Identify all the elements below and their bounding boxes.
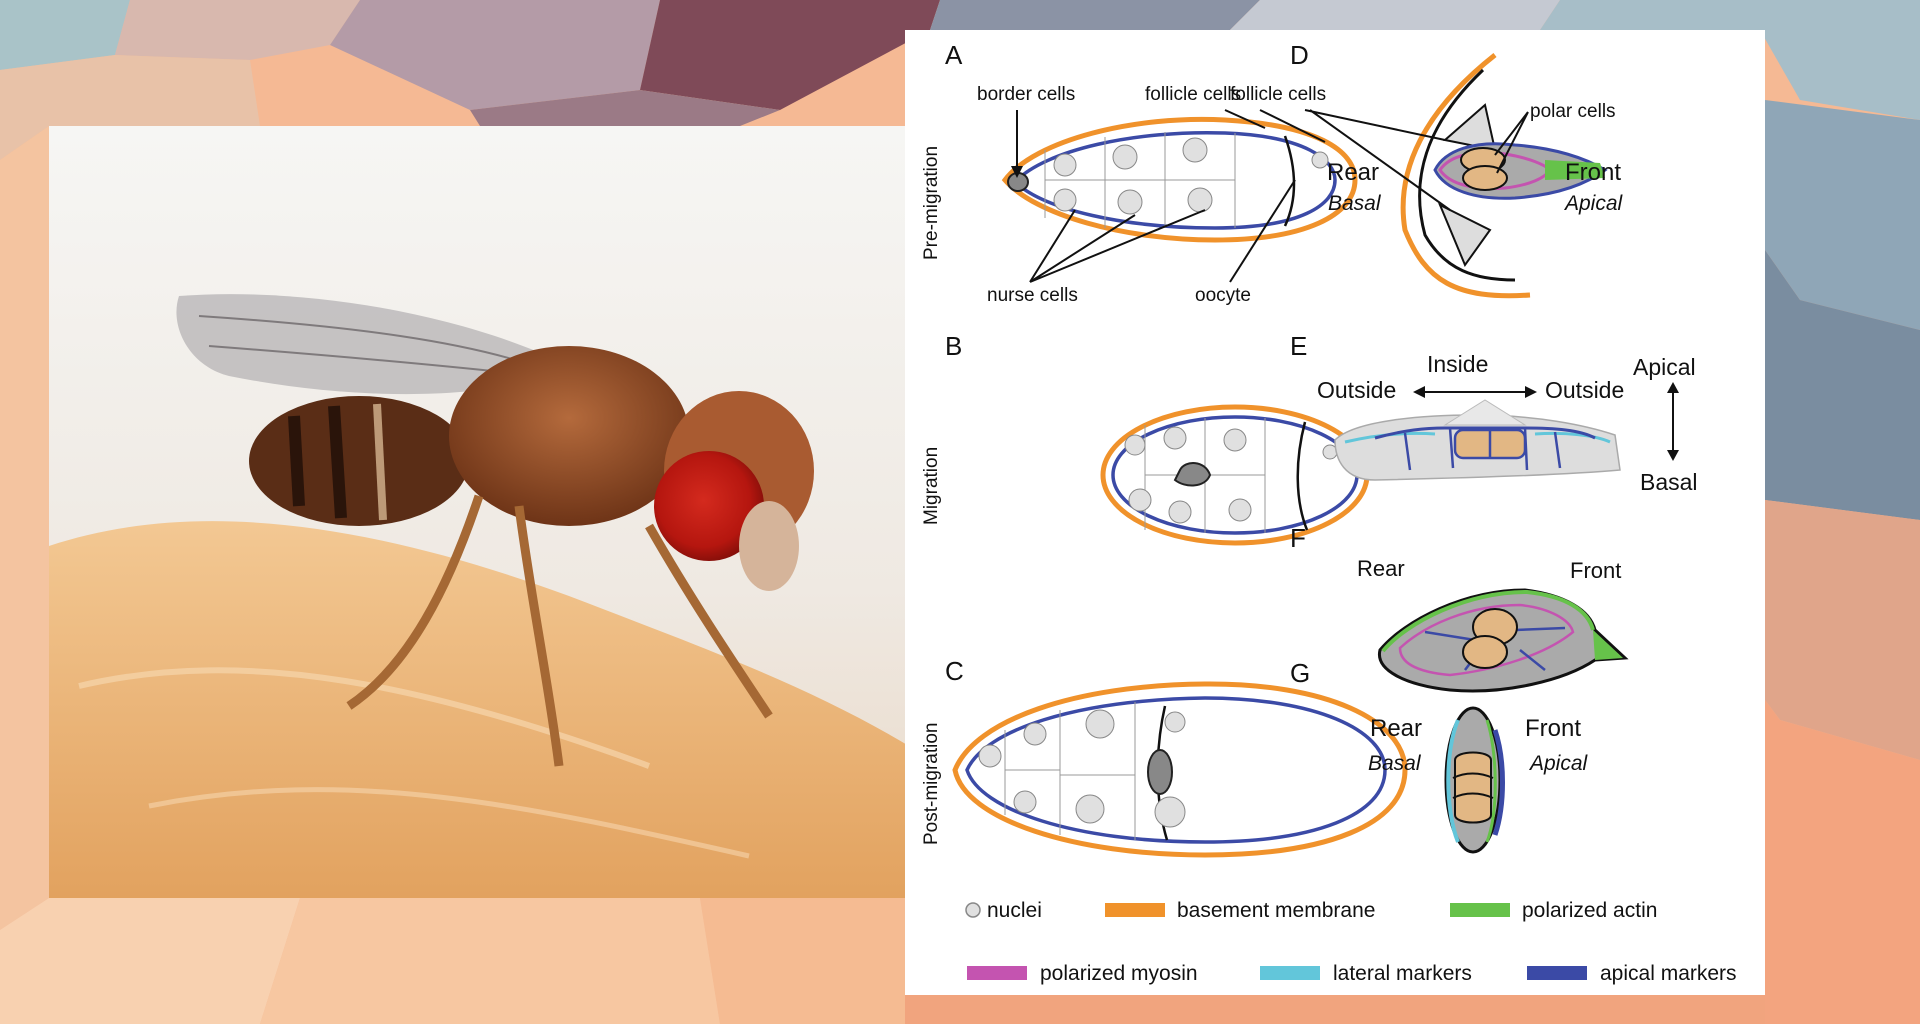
panel-c: C Post-migration: [921, 656, 1408, 858]
panel-f-letter: F: [1290, 523, 1306, 553]
border-cell-migration-figure: A Pre-migration border cells follicle ce…: [905, 30, 1765, 995]
label-polar-cells: polar cells: [1530, 101, 1616, 122]
label-basal-g: Basal: [1368, 752, 1422, 775]
label-oocyte: oocyte: [1195, 285, 1251, 306]
panel-c-letter: C: [945, 656, 964, 686]
label-basal-e: Basal: [1640, 469, 1698, 495]
panel-b: B Migration: [921, 331, 1370, 546]
panel-g: G Rear Basal Front Apical: [1290, 658, 1589, 854]
panel-e-letter: E: [1290, 331, 1307, 361]
label-nurse-cells: nurse cells: [987, 285, 1078, 306]
legend-lateral-markers: lateral markers: [1333, 962, 1472, 985]
label-front-g: Front: [1525, 715, 1581, 742]
label-follicle-cells-a: follicle cells: [1145, 84, 1241, 105]
legend-polarized-myosin: polarized myosin: [1040, 962, 1198, 985]
legend-nuclei: nuclei: [987, 899, 1042, 922]
label-basal-d: Basal: [1328, 192, 1382, 215]
label-follicle-cells-d: follicle cells: [1230, 84, 1326, 105]
legend-apical-markers: apical markers: [1600, 962, 1737, 985]
label-rear-d: Rear: [1327, 159, 1379, 186]
panel-b-letter: B: [945, 331, 962, 361]
legend-basement-membrane: basement membrane: [1177, 899, 1375, 922]
row-label-pre-migration: Pre-migration: [921, 146, 942, 260]
panel-a: A Pre-migration border cells follicle ce…: [921, 40, 1358, 306]
label-outside-left: Outside: [1317, 377, 1396, 403]
row-label-post-migration: Post-migration: [921, 723, 942, 846]
label-apical-g: Apical: [1528, 752, 1589, 775]
legend-polarized-actin: polarized actin: [1522, 899, 1657, 922]
label-front-f: Front: [1570, 558, 1621, 583]
legend: nuclei basement membrane polarized actin…: [965, 899, 1737, 985]
panel-e: E Inside Outside Outside Apical Basal: [1290, 331, 1698, 495]
label-outside-right: Outside: [1545, 377, 1624, 403]
fruit-fly-photo: [49, 126, 909, 898]
panel-g-letter: G: [1290, 658, 1310, 688]
panel-d: D follicle cells polar cells Rear Basal …: [1230, 40, 1624, 299]
label-apical-d: Apical: [1563, 192, 1624, 215]
panel-d-letter: D: [1290, 40, 1309, 70]
row-label-migration: Migration: [921, 447, 942, 525]
label-apical-e: Apical: [1633, 354, 1696, 380]
label-rear-f: Rear: [1357, 556, 1405, 581]
label-inside: Inside: [1427, 351, 1488, 377]
label-border-cells: border cells: [977, 84, 1075, 105]
label-rear-g: Rear: [1370, 715, 1422, 742]
label-front-d: Front: [1565, 159, 1621, 186]
panel-f: F Rear Front: [1290, 523, 1629, 693]
panel-a-letter: A: [945, 40, 963, 70]
